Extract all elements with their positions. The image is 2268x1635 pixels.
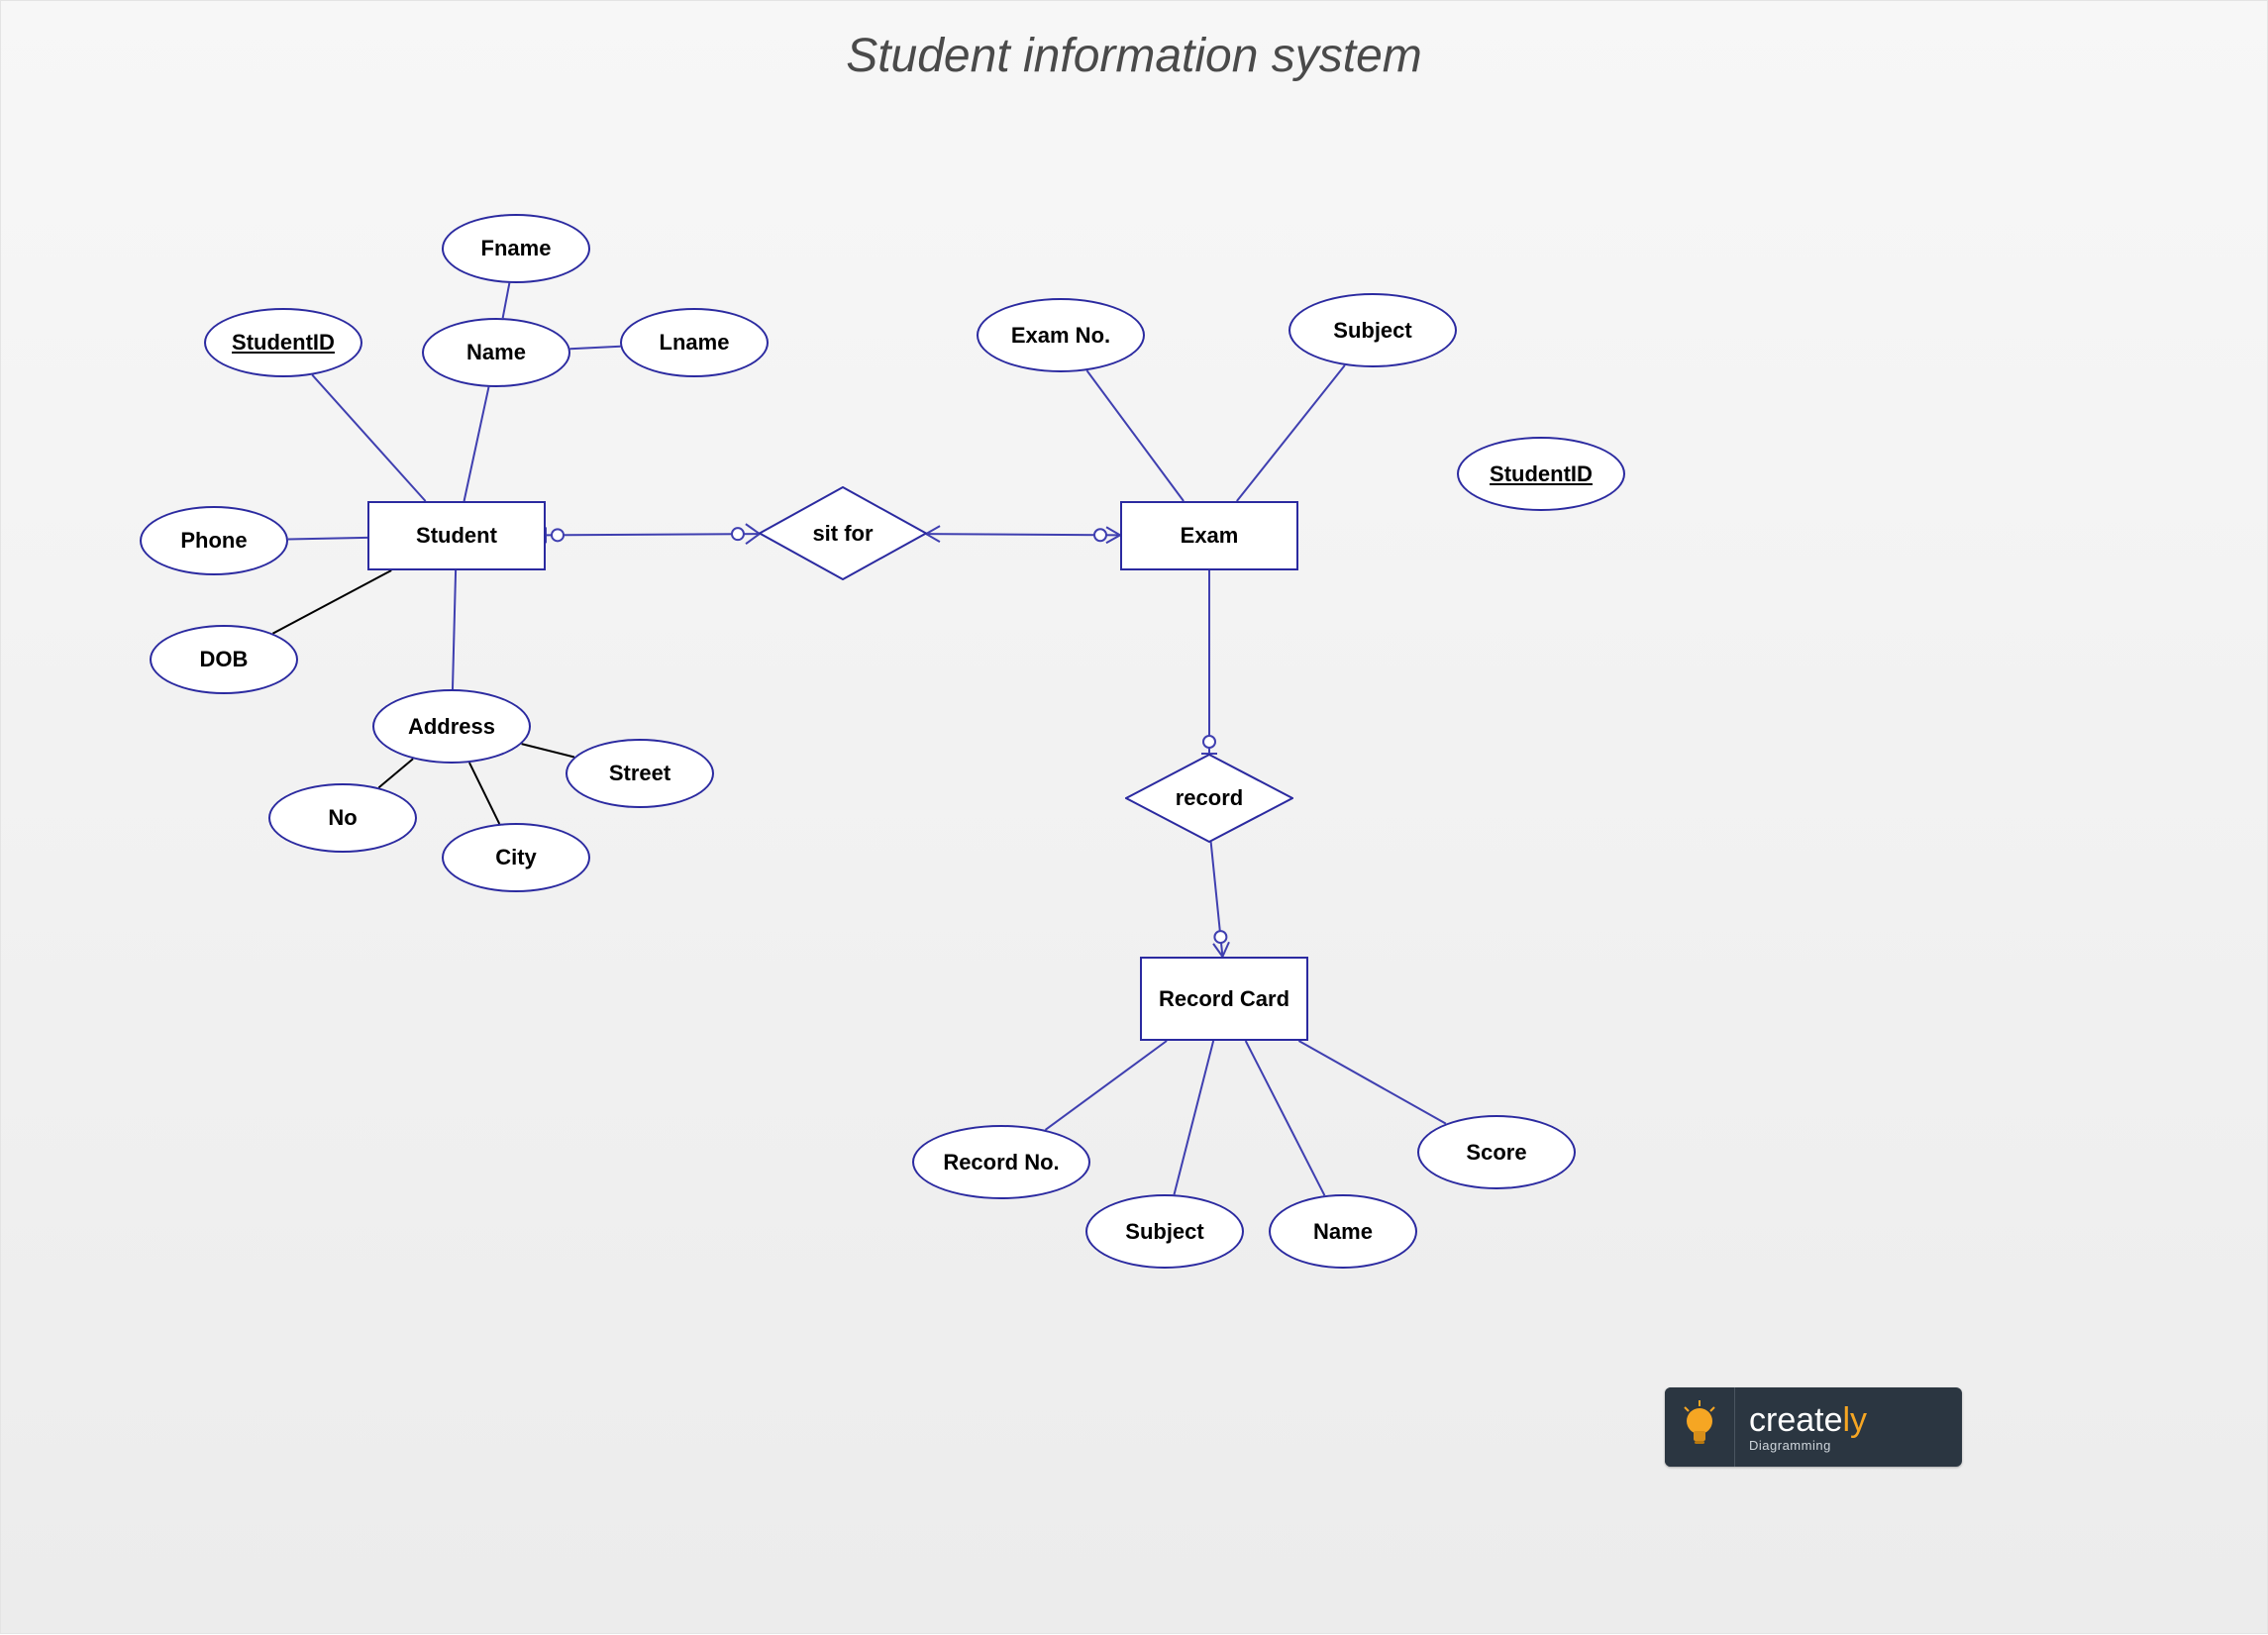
er-ellipse-name_r: Name (1269, 1194, 1417, 1269)
er-rect-student: Student (367, 501, 546, 570)
diagram-canvas: Student information system Student Exam Re… (0, 0, 2268, 1634)
brand-subtitle: Diagramming (1749, 1439, 1867, 1452)
brand-name-b: ly (1843, 1401, 1868, 1439)
er-ellipse-dob: DOB (150, 625, 298, 694)
er-ellipse-fname: Fname (442, 214, 590, 283)
brand-name-a: create (1749, 1401, 1843, 1439)
er-ellipse-lname: Lname (620, 308, 769, 377)
er-ellipse-address: Address (372, 689, 531, 764)
er-ellipse-subject_r: Subject (1085, 1194, 1244, 1269)
er-ellipse-name: Name (422, 318, 570, 387)
er-ellipse-examno: Exam No. (977, 298, 1145, 372)
er-ellipse-studentid2: StudentID (1457, 437, 1625, 511)
er-ellipse-subject_e: Subject (1289, 293, 1457, 367)
lightbulb-icon (1665, 1387, 1734, 1467)
creately-brand-badge: creately Diagramming (1665, 1387, 1962, 1467)
er-ellipse-no: No (268, 783, 417, 853)
brand-text: creately Diagramming (1734, 1387, 1885, 1467)
er-diamond-record: record (1125, 754, 1293, 843)
er-ellipse-street: Street (566, 739, 714, 808)
er-diamond-sitfor: sit for (759, 486, 927, 580)
er-ellipse-studentid: StudentID (204, 308, 362, 377)
diagram-title: Student information system (1, 29, 2267, 83)
er-rect-exam: Exam (1120, 501, 1298, 570)
er-ellipse-phone: Phone (140, 506, 288, 575)
er-rect-recordcard: Record Card (1140, 957, 1308, 1041)
er-ellipse-recordno: Record No. (912, 1125, 1090, 1199)
er-ellipse-city: City (442, 823, 590, 892)
er-ellipse-score: Score (1417, 1115, 1576, 1189)
